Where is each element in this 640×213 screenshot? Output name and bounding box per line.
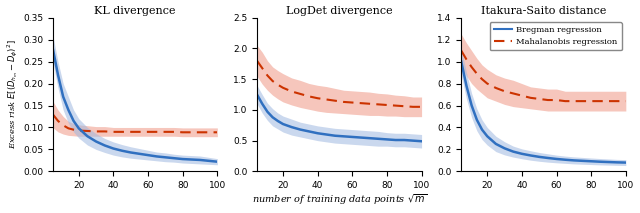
Title: KL divergence: KL divergence: [94, 6, 176, 16]
Title: Itakura-Saito distance: Itakura-Saito distance: [481, 6, 606, 16]
Legend: Bregman regression, Mahalanobis regression: Bregman regression, Mahalanobis regressi…: [490, 22, 621, 50]
Y-axis label: Excess risk $E[(D_{h_m} - D_\phi)^2]$: Excess risk $E[(D_{h_m} - D_\phi)^2]$: [6, 40, 20, 149]
Title: LogDet divergence: LogDet divergence: [286, 6, 392, 16]
X-axis label: number of training data points $\sqrt{m}$: number of training data points $\sqrt{m}…: [252, 193, 427, 207]
